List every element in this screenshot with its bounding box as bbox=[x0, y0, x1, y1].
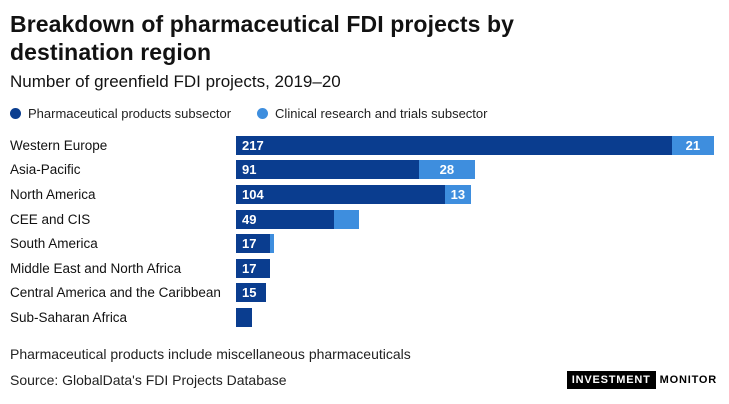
bar-value-label: 17 bbox=[242, 236, 257, 252]
bar-track: 104 13 bbox=[236, 185, 471, 205]
chart-row: Western Europe 217 21 bbox=[10, 133, 717, 158]
legend-dot-icon bbox=[257, 108, 269, 120]
bar-segment-pharmaceutical: 17 bbox=[236, 234, 271, 254]
category-label: North America bbox=[10, 187, 96, 203]
bar-track: 17 bbox=[236, 258, 271, 278]
category-label: Middle East and North Africa bbox=[10, 260, 182, 276]
legend-label: Clinical research and trials subsector bbox=[275, 106, 488, 122]
bar-segment-clinical: 13 bbox=[444, 185, 471, 205]
bar-segment-pharmaceutical: 15 bbox=[236, 283, 267, 303]
bar-track bbox=[236, 308, 253, 328]
footnote: Pharmaceutical products include miscella… bbox=[10, 345, 411, 362]
bar-track: 217 21 bbox=[236, 135, 714, 155]
bar-value-label: 13 bbox=[450, 187, 466, 203]
chart-row: North America 104 13 bbox=[10, 182, 717, 207]
chart-row: CEE and CIS 49 bbox=[10, 207, 717, 232]
investment-monitor-logo: INVESTMENT MONITOR bbox=[566, 370, 717, 389]
bottom-row: Source: GlobalData's FDI Projects Databa… bbox=[10, 370, 717, 389]
bar-track: 49 bbox=[236, 209, 359, 229]
bar-segment-pharmaceutical: 49 bbox=[236, 209, 335, 229]
legend-dot-icon bbox=[10, 108, 21, 120]
legend: Pharmaceutical products subsector Clinica… bbox=[10, 106, 717, 121]
category-label: Sub-Saharan Africa bbox=[10, 310, 128, 326]
chart-row: Middle East and North Africa 17 bbox=[10, 256, 717, 281]
bar-value-label: 21 bbox=[685, 137, 701, 153]
bar-value-label: 217 bbox=[242, 137, 264, 153]
chart-row: Central America and the Caribbean 15 bbox=[10, 281, 717, 306]
legend-item: Clinical research and trials subsector bbox=[257, 106, 487, 121]
chart-subtitle: Number of greenfield FDI projects, 2019–… bbox=[10, 72, 341, 92]
bar-segment-pharmaceutical bbox=[236, 308, 253, 328]
category-label: Asia-Pacific bbox=[10, 162, 81, 178]
logo-monitor: MONITOR bbox=[659, 373, 717, 386]
bar-track: 91 28 bbox=[236, 160, 475, 180]
category-label: CEE and CIS bbox=[10, 211, 91, 227]
bar-segment-clinical bbox=[334, 209, 359, 229]
bar-track: 17 bbox=[236, 234, 275, 254]
chart-row: South America 17 bbox=[10, 231, 717, 256]
bar-segment-pharmaceutical: 104 bbox=[236, 185, 445, 205]
bar-value-label: 104 bbox=[242, 187, 264, 203]
category-label: Western Europe bbox=[10, 137, 108, 153]
bar-track: 15 bbox=[236, 283, 267, 303]
legend-label: Pharmaceutical products subsector bbox=[28, 106, 232, 122]
bar-chart: Western Europe 217 21 Asia-Pacific 91 28 North… bbox=[10, 133, 717, 330]
logo-investment: INVESTMENT bbox=[566, 370, 656, 389]
chart-title: Breakdown of pharmaceutical FDI projects… bbox=[10, 11, 515, 66]
bar-segment-pharmaceutical: 217 bbox=[236, 135, 672, 155]
legend-item: Pharmaceutical products subsector bbox=[10, 106, 231, 121]
source-text: Source: GlobalData's FDI Projects Databa… bbox=[10, 371, 287, 388]
bar-segment-clinical: 21 bbox=[671, 135, 714, 155]
bar-value-label: 49 bbox=[242, 211, 257, 227]
category-label: Central America and the Caribbean bbox=[10, 285, 221, 301]
bar-value-label: 28 bbox=[439, 162, 455, 178]
bar-segment-pharmaceutical: 91 bbox=[236, 160, 419, 180]
bar-value-label: 91 bbox=[242, 162, 257, 178]
bar-segment-clinical bbox=[270, 234, 275, 254]
bar-value-label: 17 bbox=[242, 260, 257, 276]
chart-row: Asia-Pacific 91 28 bbox=[10, 158, 717, 183]
bar-segment-clinical: 28 bbox=[418, 160, 475, 180]
category-label: South America bbox=[10, 236, 98, 252]
chart-row: Sub-Saharan Africa bbox=[10, 305, 717, 330]
bar-segment-pharmaceutical: 17 bbox=[236, 258, 271, 278]
bar-value-label: 15 bbox=[242, 285, 257, 301]
